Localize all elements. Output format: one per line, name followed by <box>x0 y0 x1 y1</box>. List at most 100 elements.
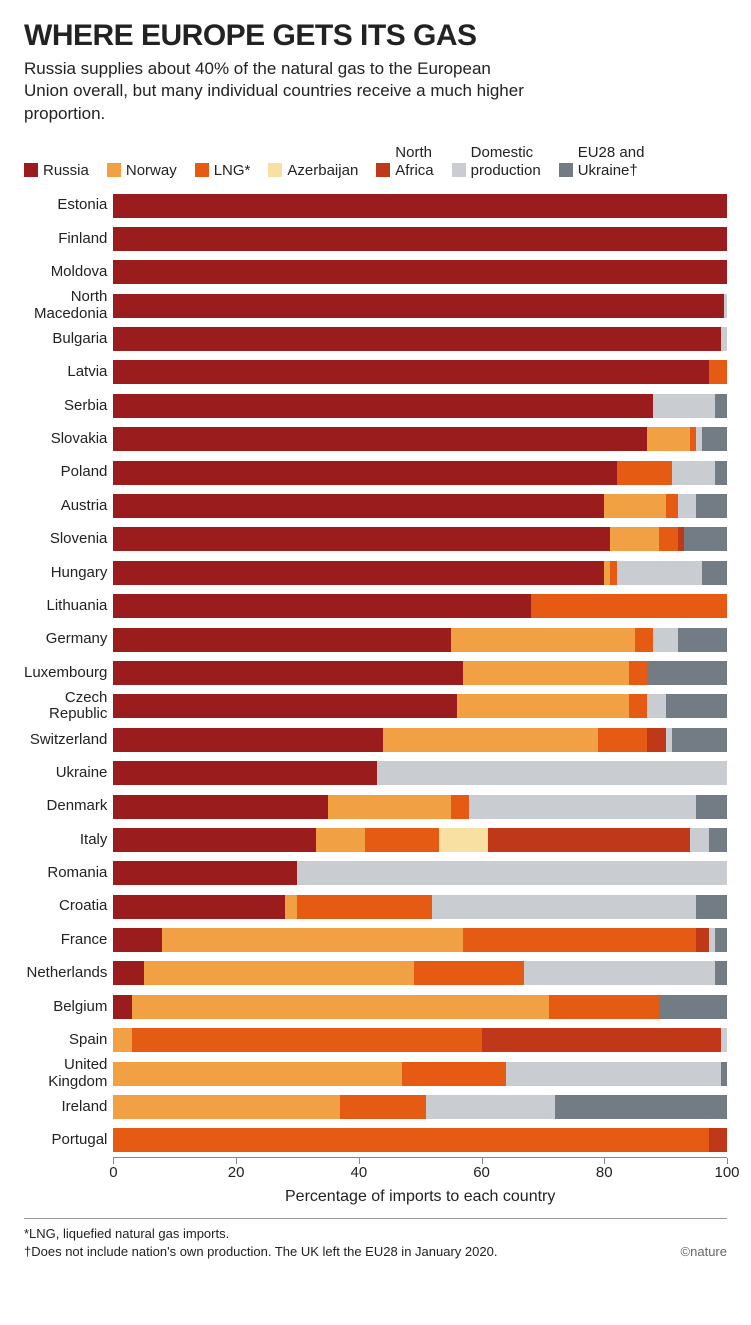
stacked-bar <box>113 360 727 384</box>
bar-row <box>113 723 727 756</box>
stacked-bar <box>113 1095 727 1119</box>
bar-segment <box>285 895 297 919</box>
stacked-bar <box>113 628 727 652</box>
country-label: Czech Republic <box>24 690 107 723</box>
bar-row <box>113 222 727 255</box>
bar-segment <box>113 527 610 551</box>
bar-segment <box>684 527 727 551</box>
legend-label: LNG* <box>214 162 251 179</box>
bar-segment <box>463 928 696 952</box>
bar-segment <box>617 561 703 585</box>
bar-segment <box>113 227 727 251</box>
bar-segment <box>506 1062 721 1086</box>
bar-segment <box>715 928 727 952</box>
stacked-bar <box>113 394 727 418</box>
bar-segment <box>113 661 463 685</box>
stacked-bar <box>113 761 727 785</box>
country-label: Portugal <box>24 1124 107 1157</box>
country-label: Lithuania <box>24 590 107 623</box>
bar-segment <box>113 294 724 318</box>
bar-segment <box>113 327 720 351</box>
legend: Russia Norway LNG* Azerbaijan North Africa Do… <box>24 144 727 179</box>
bar-segment <box>709 360 727 384</box>
stacked-bar <box>113 661 727 685</box>
x-tick-label: 0 <box>109 1164 117 1181</box>
bar-segment <box>113 694 457 718</box>
bar-segment <box>132 1028 482 1052</box>
stacked-bar <box>113 995 727 1019</box>
x-axis-title: Percentage of imports to each country <box>113 1188 727 1206</box>
bar-segment <box>113 427 647 451</box>
stacked-bar <box>113 861 727 885</box>
country-label: Switzerland <box>24 723 107 756</box>
stacked-bar <box>113 694 727 718</box>
bar-segment <box>113 394 653 418</box>
stacked-bar <box>113 294 727 318</box>
country-label: North Macedonia <box>24 289 107 322</box>
bar-segment <box>113 628 450 652</box>
legend-item: North Africa <box>376 144 433 179</box>
bar-segment <box>690 828 708 852</box>
bar-row <box>113 656 727 689</box>
bar-segment <box>432 895 696 919</box>
bar-segment <box>414 961 524 985</box>
country-label: Netherlands <box>24 957 107 990</box>
bar-segment <box>610 527 659 551</box>
bar-segment <box>113 360 708 384</box>
bar-segment <box>672 728 727 752</box>
country-label: Serbia <box>24 389 107 422</box>
bar-row <box>113 523 727 556</box>
credit: ©nature <box>681 1243 727 1261</box>
bar-segment <box>113 728 383 752</box>
bar-row <box>113 1090 727 1123</box>
bar-row <box>113 556 727 589</box>
bar-segment <box>702 427 727 451</box>
bar-row <box>113 957 727 990</box>
bar-segment <box>402 1062 506 1086</box>
bar-segment <box>524 961 714 985</box>
bar-row <box>113 322 727 355</box>
bar-segment <box>113 795 328 819</box>
legend-label: EU28 and Ukraine† <box>578 144 645 179</box>
footnote-lng: *LNG, liquefied natural gas imports. <box>24 1225 497 1243</box>
bar-segment <box>113 828 315 852</box>
country-label: United Kingdom <box>24 1057 107 1090</box>
footnotes: *LNG, liquefied natural gas imports. †Do… <box>24 1218 727 1260</box>
legend-label: Norway <box>126 162 177 179</box>
bar-segment <box>439 828 488 852</box>
country-label: Poland <box>24 456 107 489</box>
bar-segment <box>678 494 696 518</box>
legend-label: Russia <box>43 162 89 179</box>
footnote-eu28: †Does not include nation's own productio… <box>24 1243 497 1261</box>
bar-segment <box>132 995 549 1019</box>
legend-label: Azerbaijan <box>287 162 358 179</box>
legend-item: Azerbaijan <box>268 162 358 179</box>
bar-segment <box>696 795 727 819</box>
stacked-bar <box>113 961 727 985</box>
bar-segment <box>659 995 726 1019</box>
bar-segment <box>113 494 604 518</box>
bar-row <box>113 1057 727 1090</box>
bar-row <box>113 690 727 723</box>
stacked-bar <box>113 1128 727 1152</box>
bar-row <box>113 356 727 389</box>
bar-row <box>113 923 727 956</box>
bar-segment <box>555 1095 727 1119</box>
country-label: Estonia <box>24 189 107 222</box>
legend-label: Domestic production <box>471 144 541 179</box>
bar-segment <box>696 494 727 518</box>
bar-segment <box>488 828 690 852</box>
bar-segment <box>672 461 715 485</box>
stacked-bar <box>113 728 727 752</box>
bar-row <box>113 857 727 890</box>
bar-segment <box>617 461 672 485</box>
legend-label: North Africa <box>395 144 433 179</box>
country-label: Belgium <box>24 990 107 1023</box>
bar-segment <box>659 527 677 551</box>
stacked-bar <box>113 260 727 284</box>
bar-row <box>113 756 727 789</box>
bar-segment <box>666 494 678 518</box>
legend-swatch <box>107 163 121 177</box>
bar-segment <box>469 795 696 819</box>
chart-title: WHERE EUROPE GETS ITS GAS <box>24 20 727 52</box>
